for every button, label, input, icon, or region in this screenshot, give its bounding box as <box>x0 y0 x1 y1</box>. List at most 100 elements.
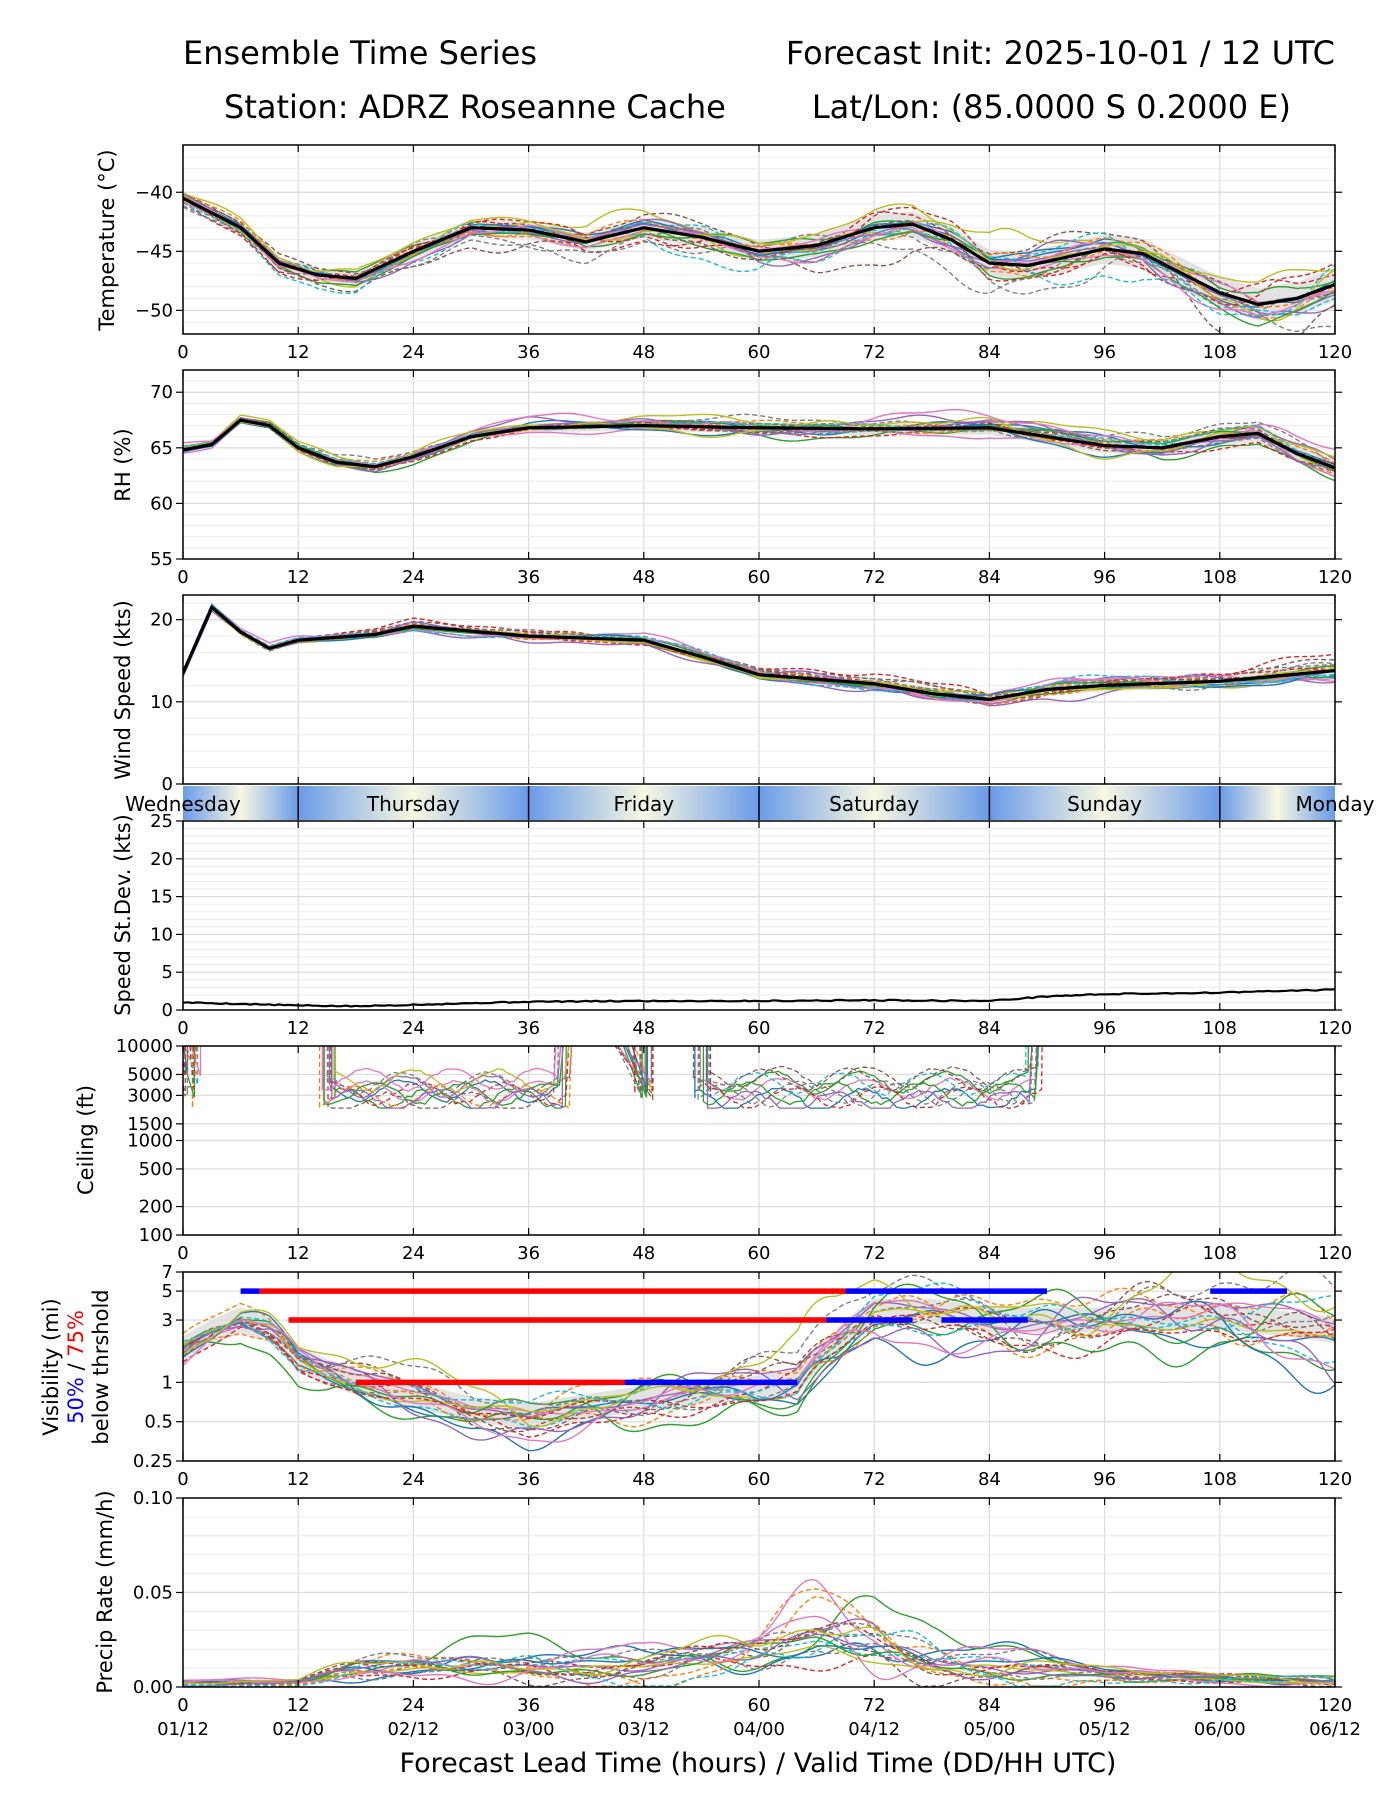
rh-member-15 <box>183 417 1335 473</box>
visibility-ytick-label: 3 <box>162 1310 173 1331</box>
speed_sd-xtick-label: 48 <box>632 1018 655 1039</box>
weekday-label-sunday: Sunday <box>1067 792 1142 816</box>
precip-grid <box>182 1497 1336 1688</box>
ceiling-member-11-segment-3 <box>631 1046 649 1093</box>
ceiling-member-3-segment-4 <box>705 1046 1030 1095</box>
visibility-member-20 <box>183 1282 1335 1410</box>
rh-ytick-label: 60 <box>150 493 173 514</box>
precip-plot-area <box>183 1578 1335 1687</box>
ceiling-member-17-segment-2 <box>321 1046 562 1092</box>
speed_sd-xtick-label: 120 <box>1318 1018 1352 1039</box>
visibility-member-19 <box>183 1272 1335 1428</box>
visibility-member-11 <box>183 1300 1335 1452</box>
weekday-label-monday: Monday <box>1296 792 1375 816</box>
wind-ytick-label: 0 <box>162 774 173 795</box>
precip-xtick-label: 120 <box>1318 1695 1352 1716</box>
temperature-member-16 <box>183 198 1335 334</box>
visibility-xtick-label: 96 <box>1093 1469 1116 1490</box>
ceiling-member-13-segment-3 <box>626 1046 648 1098</box>
speed_sd-ticks: 0 12 24 36 48 60 72 84 96 108 120 0 5 10 15 20 25 <box>150 811 1352 1039</box>
weekday-band-5 <box>989 786 1220 820</box>
temperature-xtick-label: 12 <box>287 342 310 363</box>
precip-ytick-label: 0.05 <box>133 1583 173 1604</box>
precip-ticks: 0 12 24 36 48 60 72 84 96 108 120 0.00 0.05 0.10 <box>133 1488 1352 1716</box>
precip-xtick-label: 12 <box>287 1695 310 1716</box>
speed_sd-plot-area <box>183 988 1335 1008</box>
temperature-ytick-label: −45 <box>135 241 173 262</box>
speed_sd-ytick-label: 20 <box>150 849 173 870</box>
rh-ticks: 0 12 24 36 48 60 72 84 96 108 120 55 60 65 70 <box>150 370 1352 588</box>
speed_sd-xtick-label: 84 <box>978 1018 1001 1039</box>
precip-xtick-label: 0 <box>177 1695 188 1716</box>
visibility-spread-band <box>183 1298 1335 1429</box>
title-left-line2: Station: ADRZ Roseanne Cache <box>224 88 726 126</box>
temperature-member-6 <box>183 192 1335 304</box>
weekday-band-3 <box>528 786 759 820</box>
valid-time-tick-label: 03/00 <box>503 1719 555 1740</box>
visibility-plot-area <box>183 1272 1335 1452</box>
ceiling-member-14-segment-4 <box>709 1046 1043 1109</box>
ceiling-xtick-label: 36 <box>517 1243 540 1264</box>
visibility-grid <box>182 1271 1336 1462</box>
temperature-ylabel: Temperature (°C) <box>95 149 119 331</box>
wind-plot-area <box>183 602 1335 707</box>
visibility-panel: 0 12 24 36 48 60 72 84 96 108 120 0.25 0.5 1 3 57 Visibi… <box>39 1262 1352 1490</box>
ceiling-ylabel: Ceiling (ft) <box>74 1085 98 1195</box>
temperature-xtick-label: 36 <box>517 342 540 363</box>
wind-ytick-label: 10 <box>150 692 173 713</box>
valid-time-tick-label: 02/12 <box>387 1719 439 1740</box>
precip-xtick-label: 84 <box>978 1695 1001 1716</box>
precip-xtick-label: 60 <box>748 1695 771 1716</box>
vis-ylabel-line3: below thrshold <box>89 1289 113 1444</box>
ceiling-member-12-segment-3 <box>633 1046 653 1090</box>
ceiling-xtick-label: 24 <box>402 1243 425 1264</box>
ceiling-member-7-segment-4 <box>699 1046 1039 1101</box>
weekday-label-friday: Friday <box>613 792 674 816</box>
weekday-band-6 <box>1219 786 1335 820</box>
visibility-member-6 <box>183 1280 1335 1431</box>
speed_sd-xtick-label: 72 <box>863 1018 886 1039</box>
ceiling-member-6-segment-4 <box>706 1046 1039 1090</box>
ceiling-member-16-segment-4 <box>692 1046 1034 1092</box>
speed_sd-ylabel: Speed St.Dev. (kts) <box>111 814 135 1016</box>
speed_sd-xtick-label: 24 <box>402 1018 425 1039</box>
valid-time-tick-label: 04/00 <box>733 1719 785 1740</box>
temperature-xtick-label: 60 <box>748 342 771 363</box>
weekday-band-2 <box>298 786 529 820</box>
ceiling-xtick-label: 120 <box>1318 1243 1352 1264</box>
precip-xtick-label: 108 <box>1203 1695 1237 1716</box>
temperature-panel: 0 12 24 36 48 60 72 84 96 108 120 −50 −45 −40 Temperat… <box>95 144 1352 363</box>
temperature-xtick-label: 84 <box>978 342 1001 363</box>
precip-member-17 <box>183 1615 1335 1687</box>
valid-time-tick-label: 06/12 <box>1309 1719 1361 1740</box>
valid-time-tick-label: 05/00 <box>963 1719 1015 1740</box>
ceiling-member-1-segment-4 <box>694 1046 1038 1109</box>
ceiling-member-12-segment-1 <box>183 1046 198 1077</box>
ceiling-grid <box>182 1045 1336 1236</box>
rh-ytick-label: 55 <box>150 549 173 570</box>
rh-member-20 <box>183 418 1335 468</box>
weekday-label-wednesday: Wednesday <box>125 792 241 816</box>
temperature-xtick-label: 0 <box>177 342 188 363</box>
temperature-xtick-label: 96 <box>1093 342 1116 363</box>
ceiling-xtick-label: 0 <box>177 1243 188 1264</box>
speed_sd-xtick-label: 108 <box>1203 1018 1237 1039</box>
weekday-band-4 <box>759 786 990 820</box>
rh-xtick-label: 24 <box>402 567 425 588</box>
x-axis-labels: Forecast Lead Time (hours) / Valid Time … <box>157 1719 1361 1779</box>
valid-time-tick-label: 05/12 <box>1079 1719 1131 1740</box>
rh-xtick-label: 84 <box>978 567 1001 588</box>
speed_sd-grid <box>182 820 1336 1011</box>
ceiling-member-18-segment-4 <box>698 1046 1034 1106</box>
visibility-ytick-label: 7 <box>162 1262 173 1283</box>
precip-xtick-label: 96 <box>1093 1695 1116 1716</box>
speed_sd-ytick-label: 5 <box>162 962 173 983</box>
weekday-strip: Wednesday Thursday Friday Saturday Sunday Mon… <box>125 786 1375 820</box>
visibility-xtick-label: 36 <box>517 1469 540 1490</box>
ceiling-xtick-label: 12 <box>287 1243 310 1264</box>
speed_sd-line <box>183 988 1335 1008</box>
visibility-xtick-label: 84 <box>978 1469 1001 1490</box>
temperature-member-4 <box>183 200 1335 295</box>
ceiling-ytick-label: 1500 <box>127 1114 173 1135</box>
